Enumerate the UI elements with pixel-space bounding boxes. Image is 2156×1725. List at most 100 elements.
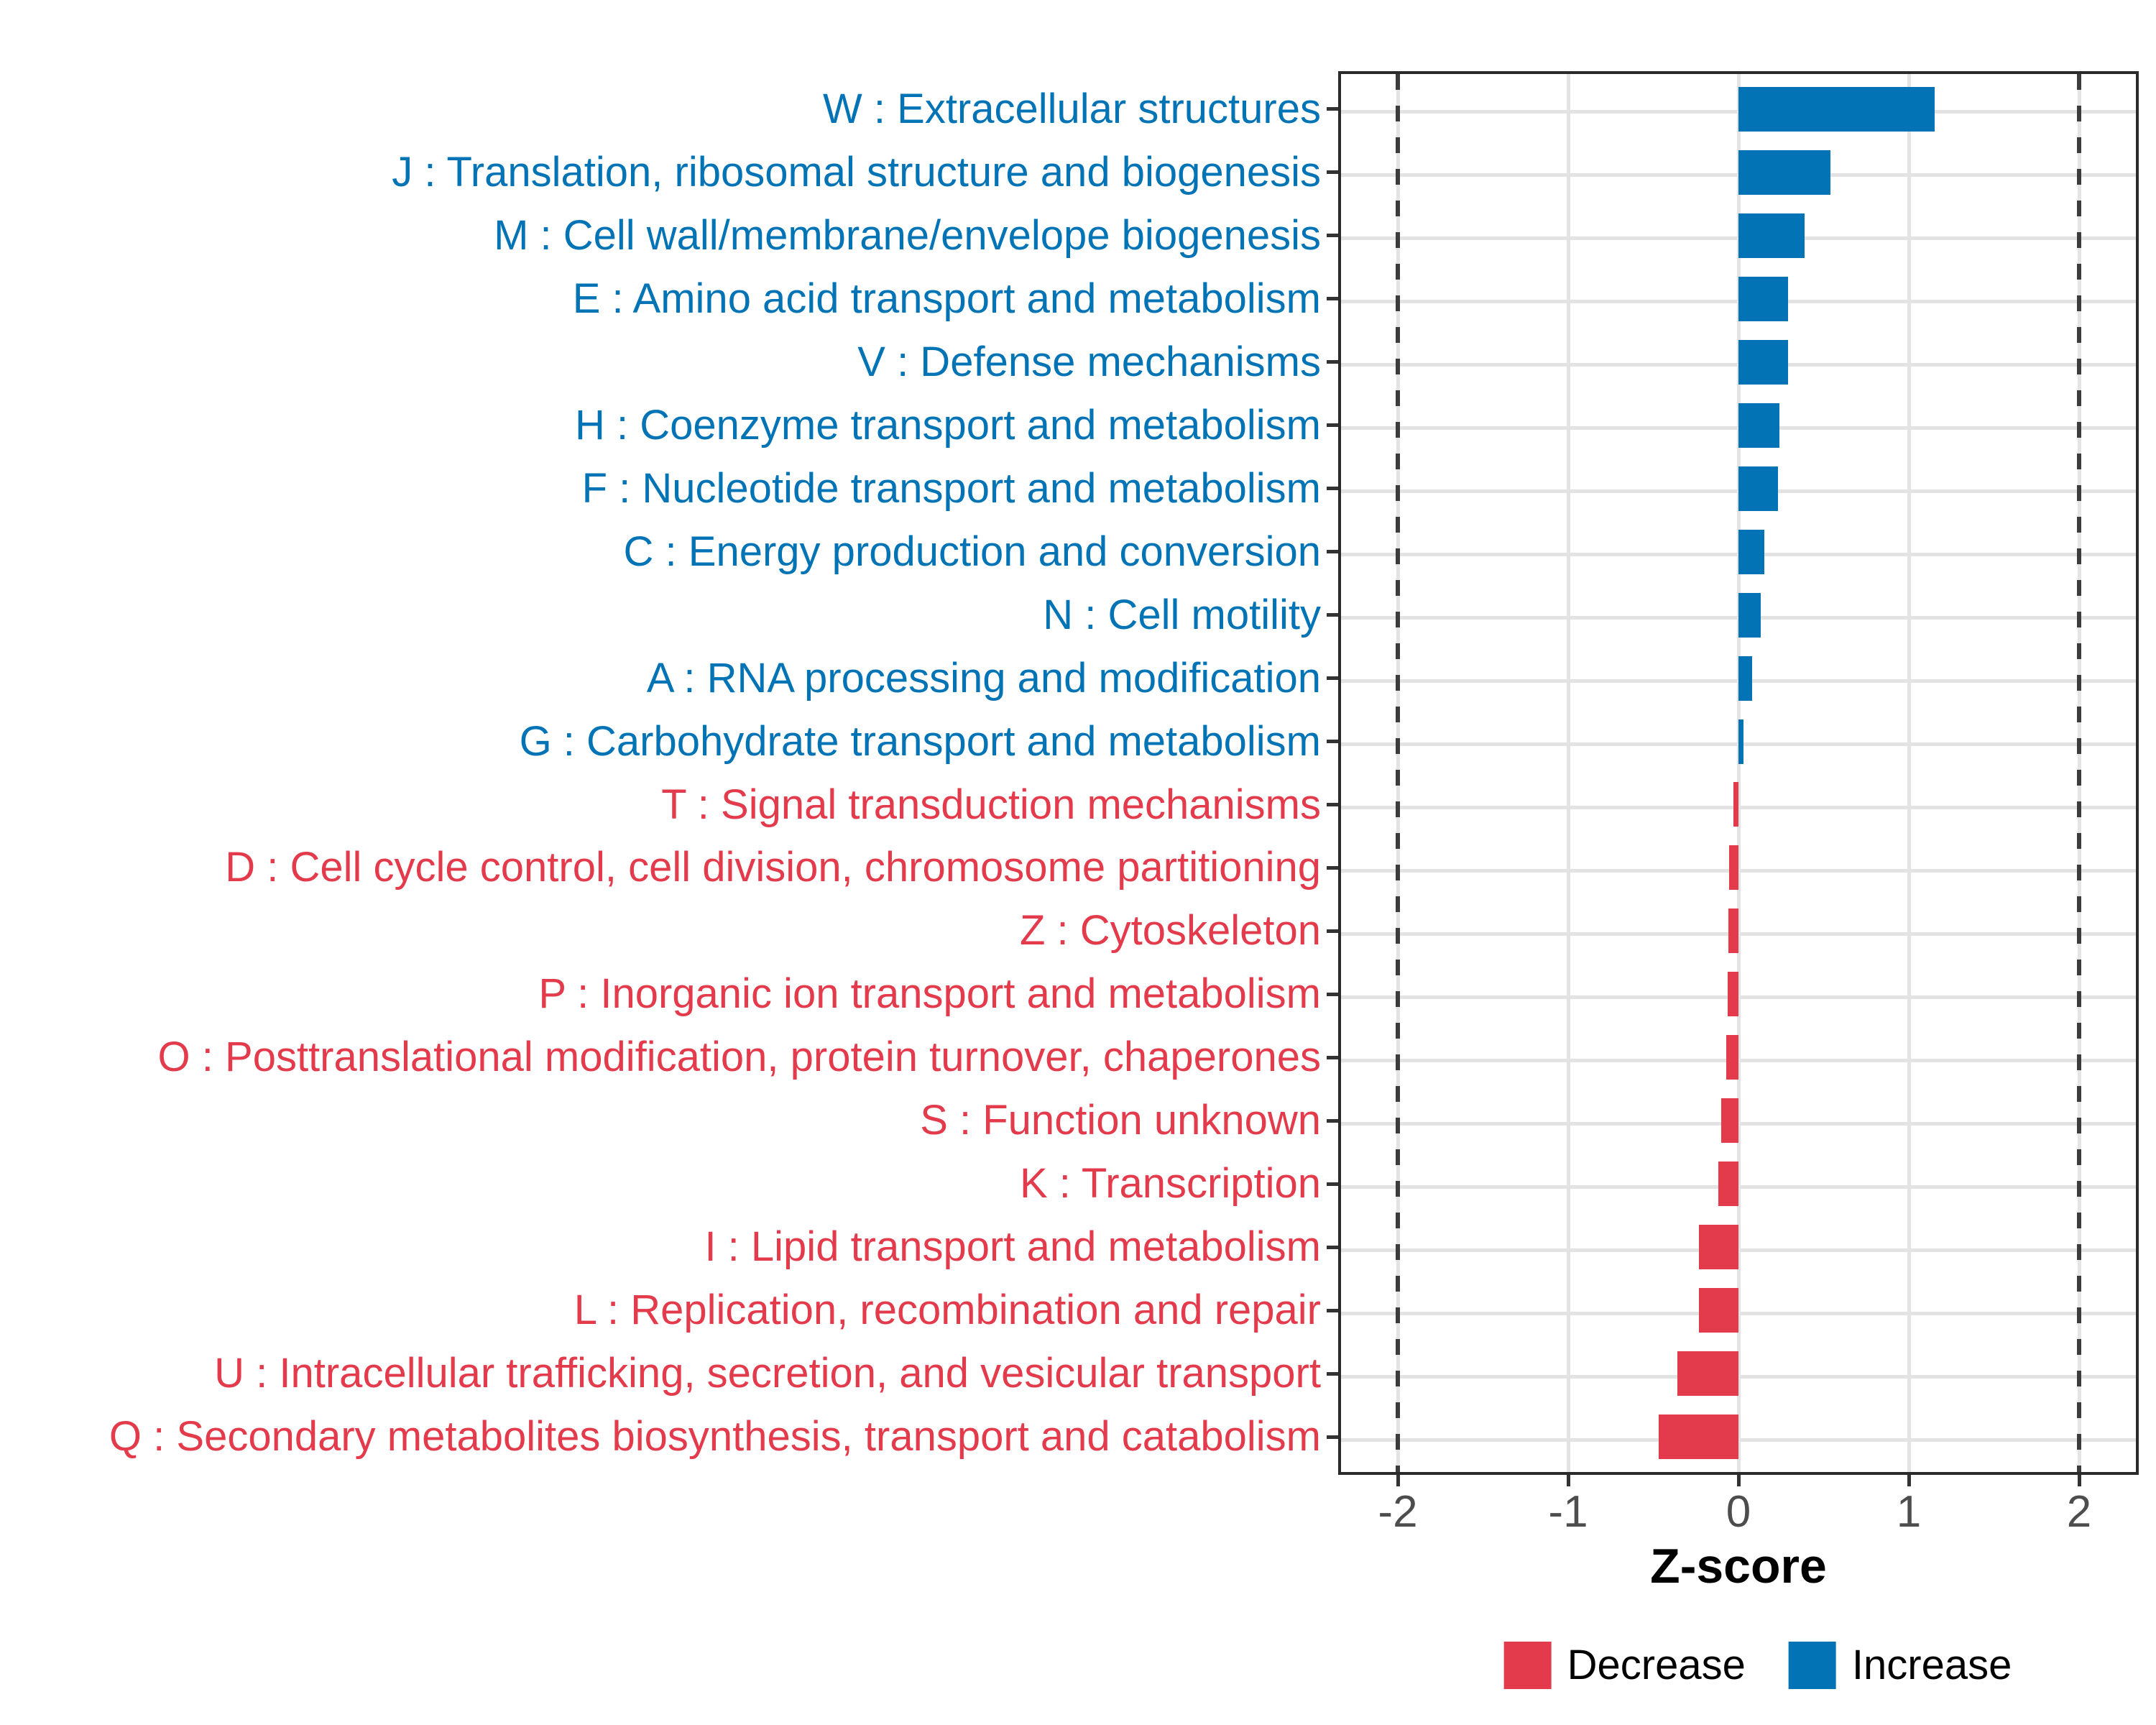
y-tick <box>1327 1435 1338 1439</box>
h-gridline <box>1341 1438 2136 1442</box>
category-label: E : Amino acid transport and metabolism <box>572 275 1321 322</box>
bar <box>1726 1035 1738 1080</box>
x-axis-title: Z-score <box>1650 1539 1827 1593</box>
bar <box>1738 656 1752 701</box>
category-label: W : Extracellular structures <box>823 85 1321 132</box>
y-tick <box>1327 423 1338 428</box>
h-gridline <box>1341 1121 2136 1126</box>
x-tick <box>1396 1475 1400 1486</box>
y-tick <box>1327 740 1338 743</box>
category-label: F : Nucleotide transport and metabolism <box>581 464 1321 512</box>
legend-increase-swatch <box>1788 1641 1836 1689</box>
category-label: M : Cell wall/membrane/envelope biogenes… <box>494 211 1321 259</box>
dashed-reference-line <box>2077 74 2081 1472</box>
bar <box>1728 908 1738 954</box>
category-label: K : Transcription <box>1019 1160 1321 1208</box>
y-tick <box>1327 1371 1338 1376</box>
x-tick-label: -1 <box>1548 1487 1588 1537</box>
bar <box>1738 86 1935 132</box>
bar <box>1699 1288 1738 1333</box>
y-tick <box>1327 676 1338 681</box>
y-tick <box>1327 1055 1338 1059</box>
y-tick <box>1327 802 1338 806</box>
bar <box>1718 1162 1738 1207</box>
category-label: G : Carbohydrate transport and metabolis… <box>519 717 1321 765</box>
y-tick <box>1327 929 1338 933</box>
category-label: Z : Cytoskeleton <box>1019 907 1321 954</box>
x-tick-label: 0 <box>1726 1487 1751 1537</box>
v-gridline <box>1907 74 1911 1472</box>
y-tick <box>1327 613 1338 617</box>
y-tick <box>1327 1245 1338 1249</box>
category-label: D : Cell cycle control, cell division, c… <box>225 844 1321 891</box>
category-label: U : Intracellular trafficking, secretion… <box>214 1350 1321 1397</box>
y-tick <box>1327 107 1338 111</box>
bar <box>1738 213 1805 258</box>
bar <box>1658 1414 1738 1460</box>
y-tick <box>1327 170 1338 175</box>
bar <box>1721 1098 1738 1144</box>
category-label: I : Lipid transport and metabolism <box>704 1223 1321 1271</box>
category-label: N : Cell motility <box>1043 591 1321 638</box>
plot-panel <box>1338 71 2139 1475</box>
bar <box>1727 972 1738 1017</box>
x-tick-label: 2 <box>2066 1487 2092 1537</box>
bar <box>1677 1351 1738 1397</box>
category-label: L : Replication, recombination and repai… <box>573 1287 1321 1334</box>
legend-increase-label: Increase <box>1851 1642 2012 1688</box>
h-gridline <box>1341 1374 2136 1379</box>
bar <box>1738 529 1764 574</box>
h-gridline <box>1341 932 2136 936</box>
legend-decrease-swatch <box>1503 1641 1552 1689</box>
x-tick <box>1907 1475 1911 1486</box>
x-tick <box>2077 1475 2081 1486</box>
bar <box>1699 1225 1738 1270</box>
y-tick <box>1327 550 1338 554</box>
category-label: O : Posttranslational modification, prot… <box>157 1034 1321 1081</box>
bar <box>1738 592 1761 638</box>
h-gridline <box>1341 1184 2136 1189</box>
h-gridline <box>1341 1248 2136 1252</box>
bar <box>1733 782 1738 827</box>
legend-decrease-label: Decrease <box>1567 1642 1746 1688</box>
category-label: A : RNA processing and modification <box>646 654 1321 702</box>
category-label: V : Defense mechanisms <box>857 338 1321 385</box>
bar <box>1738 276 1788 321</box>
v-gridline <box>1736 74 1741 1472</box>
bar <box>1738 719 1744 764</box>
y-tick <box>1327 234 1338 238</box>
h-gridline <box>1341 868 2136 873</box>
bar <box>1738 150 1830 195</box>
bar <box>1738 466 1778 511</box>
bar <box>1738 402 1779 448</box>
y-tick <box>1327 865 1338 870</box>
y-tick <box>1327 1118 1338 1123</box>
category-label: T : Signal transduction mechanisms <box>661 781 1321 828</box>
v-gridline <box>1566 74 1570 1472</box>
y-tick <box>1327 1182 1338 1186</box>
dashed-reference-line <box>1396 74 1400 1472</box>
category-label: H : Coenzyme transport and metabolism <box>575 401 1321 448</box>
y-tick <box>1327 360 1338 364</box>
h-gridline <box>1341 1058 2136 1062</box>
category-label: S : Function unknown <box>920 1097 1321 1144</box>
x-tick <box>1736 1475 1741 1486</box>
bar <box>1738 339 1788 385</box>
x-tick-label: 1 <box>1896 1487 1922 1537</box>
category-label: Q : Secondary metabolites biosynthesis, … <box>109 1413 1321 1460</box>
legend: Decrease Increase <box>1503 1641 2012 1689</box>
y-tick <box>1327 992 1338 996</box>
y-tick <box>1327 297 1338 301</box>
h-gridline <box>1341 995 2136 999</box>
category-label: J : Translation, ribosomal structure and… <box>392 148 1321 196</box>
x-tick-label: -2 <box>1378 1487 1418 1537</box>
x-tick <box>1566 1475 1570 1486</box>
h-gridline <box>1341 805 2136 809</box>
h-gridline <box>1341 1311 2136 1315</box>
category-label: C : Energy production and conversion <box>623 528 1321 575</box>
y-tick <box>1327 1308 1338 1312</box>
bar <box>1728 845 1738 891</box>
y-tick <box>1327 487 1338 491</box>
category-label: P : Inorganic ion transport and metaboli… <box>538 970 1321 1018</box>
